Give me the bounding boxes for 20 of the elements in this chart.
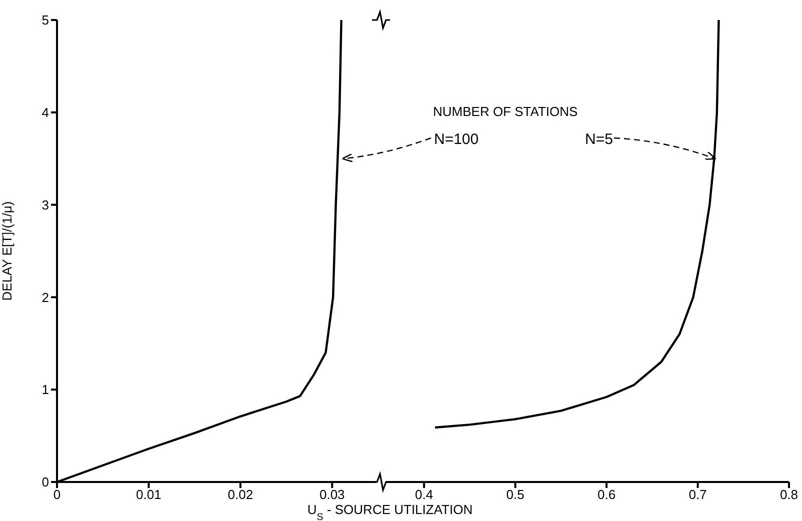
annotation: N=5 xyxy=(585,131,613,148)
y-tick-label: 5 xyxy=(42,12,49,28)
y-tick-label: 2 xyxy=(42,290,49,305)
x-tick-label: 0.6 xyxy=(597,487,616,502)
x-tick-label: 0.02 xyxy=(228,487,254,502)
annotation: NUMBER OF STATIONS xyxy=(433,104,578,119)
y-tick-label: 3 xyxy=(42,197,49,212)
x-tick-label: 0.01 xyxy=(136,487,162,502)
x-tick-label: 0 xyxy=(53,487,61,502)
x-tick-label: 0.8 xyxy=(780,487,798,502)
y-tick-label: 1 xyxy=(42,382,49,398)
x-tick-label: 0.4 xyxy=(415,487,434,502)
x-tick-label: 0.5 xyxy=(506,487,524,502)
y-axis-title: DELAY E[T]/(1/μ) xyxy=(0,201,15,301)
annotation: N=100 xyxy=(434,131,479,148)
x-tick-label: 0.7 xyxy=(688,487,707,502)
y-tick-label: 4 xyxy=(42,105,49,120)
x-axis-title: U$_{S}$ - SOURCE UTILIZATION xyxy=(307,502,473,521)
y-tick-label: 0 xyxy=(42,474,49,490)
x-tick-label: 0.03 xyxy=(319,487,345,502)
